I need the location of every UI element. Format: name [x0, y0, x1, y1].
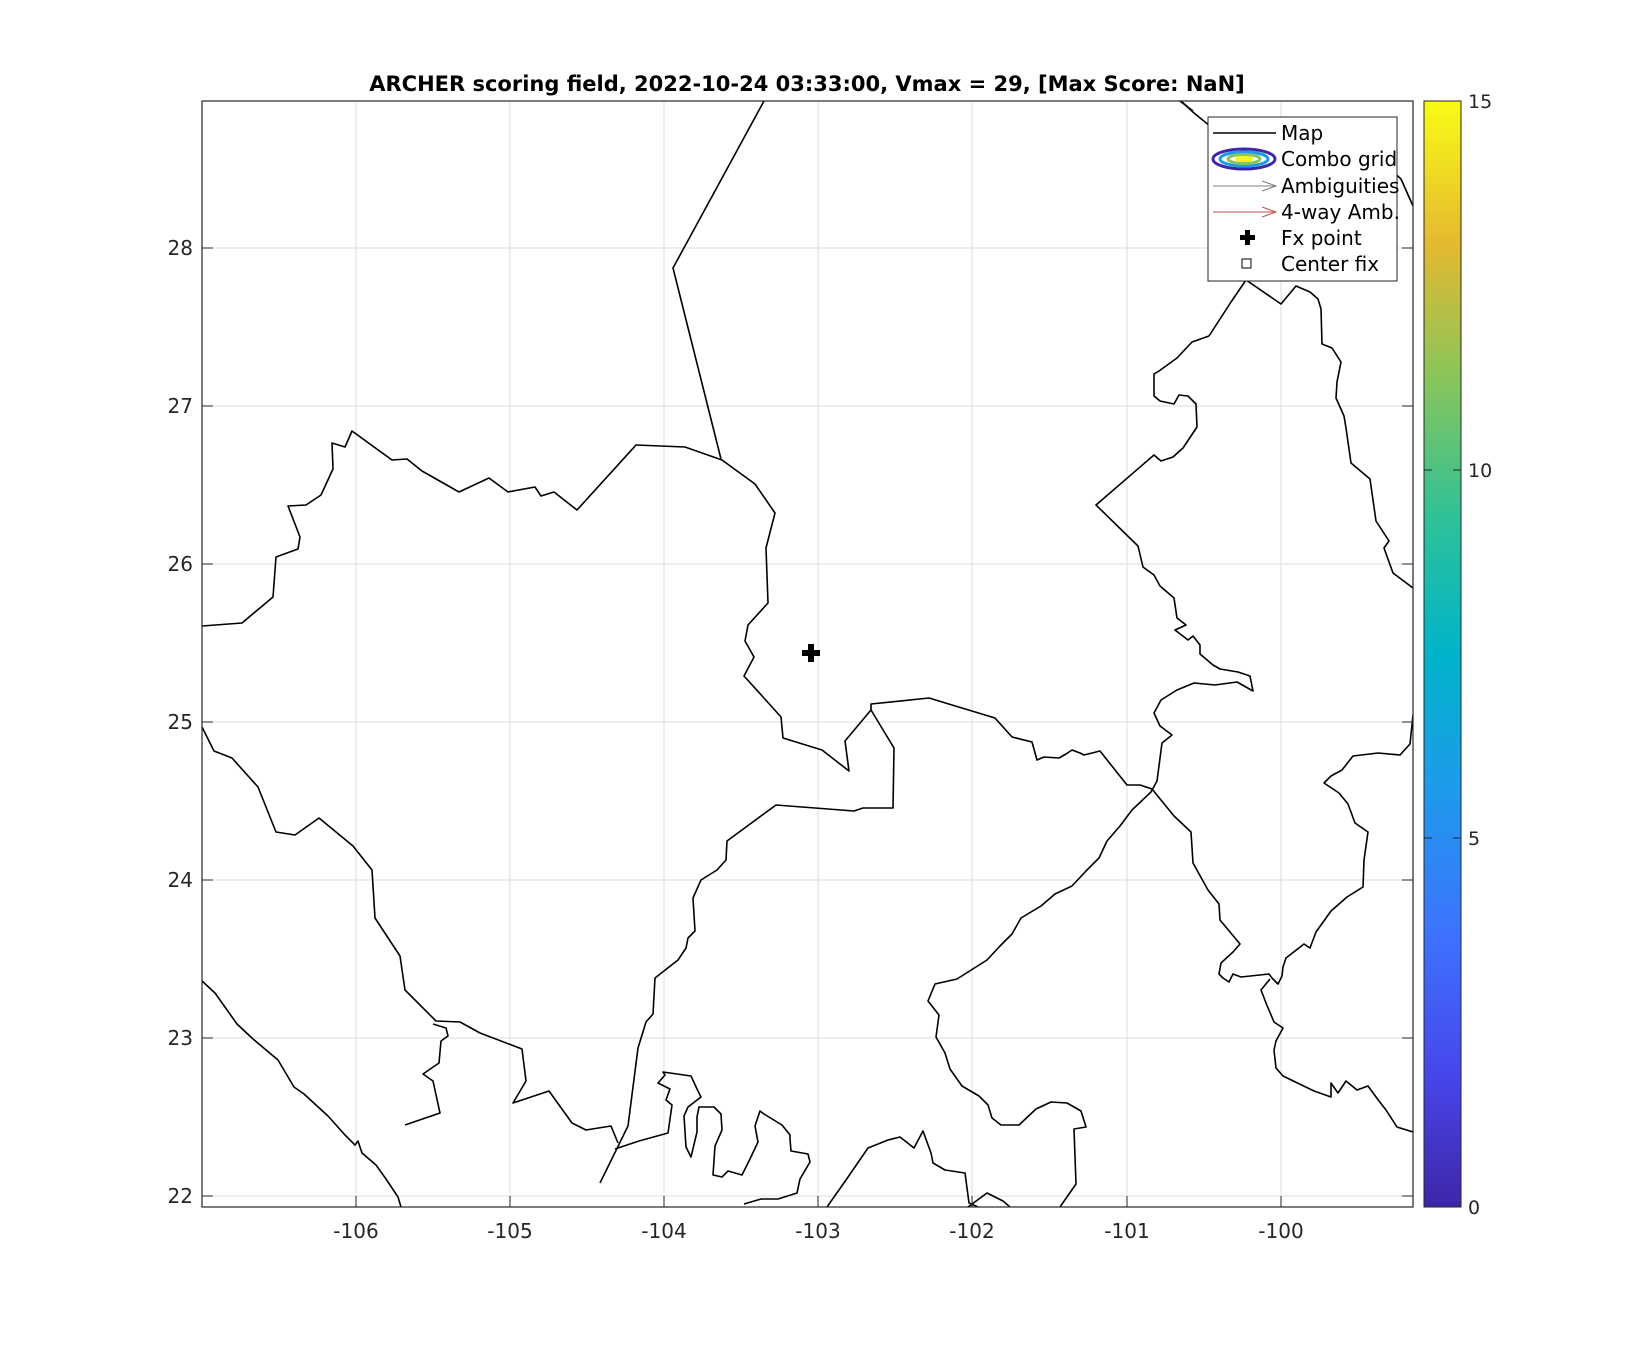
- legend-label-4way-amb: 4-way Amb.: [1281, 200, 1400, 224]
- grid-lines: [202, 101, 1413, 1207]
- colorbar-tick-label: 10: [1468, 460, 1492, 482]
- colorbar-gradient: [1423, 100, 1462, 1208]
- boundary-line: [202, 430, 872, 772]
- legend-label-fx-point: Fx point: [1281, 226, 1362, 250]
- x-tick-label: -106: [333, 1219, 378, 1243]
- x-tick-label: -105: [487, 1219, 532, 1243]
- red-arrow-icon: [1213, 206, 1278, 218]
- boundary-line: [1179, 101, 1194, 112]
- y-tick-label: 23: [168, 1026, 193, 1050]
- colorbar-tick-label: 15: [1468, 91, 1492, 113]
- legend: Map Combo grid Ambiguities 4-way Amb. Fx…: [1207, 116, 1400, 282]
- plus-marker-icon: [1240, 230, 1255, 245]
- x-tick-label: -100: [1258, 1219, 1303, 1243]
- x-axis: -106 -105 -104 -103 -102 -101 -100: [333, 1196, 1304, 1243]
- y-tick-label: 28: [168, 236, 193, 260]
- colorbar: 15 10 5 0: [1423, 91, 1492, 1219]
- contour-ellipse-icon: [1211, 147, 1277, 171]
- x-tick-label: -103: [795, 1219, 840, 1243]
- boundary-line: [967, 1192, 1011, 1207]
- y-tick-label: 25: [168, 710, 193, 734]
- boundary-line: [672, 101, 765, 460]
- boundary-line: [1260, 978, 1413, 1133]
- boundary-line: [927, 335, 1254, 1207]
- y-tick-label: 22: [168, 1184, 193, 1208]
- x-tick-label: -102: [949, 1219, 994, 1243]
- chart-title: ARCHER scoring field, 2022-10-24 03:33:0…: [369, 72, 1245, 96]
- boundary-line: [614, 1071, 811, 1205]
- y-tick-label: 26: [168, 552, 193, 576]
- legend-label-ambiguities: Ambiguities: [1281, 174, 1399, 198]
- x-tick-label: -104: [641, 1219, 686, 1243]
- y-tick-label: 27: [168, 394, 193, 418]
- boundary-line: [599, 697, 1413, 1184]
- legend-label-combo-grid: Combo grid: [1281, 147, 1397, 171]
- fx-point-marker: [802, 644, 820, 662]
- square-marker-icon: [1241, 258, 1252, 269]
- colorbar-tick-label: 0: [1468, 1197, 1480, 1219]
- colorbar-tick-label: 5: [1468, 828, 1480, 850]
- boundary-line: [826, 1130, 979, 1207]
- boundary-line: [202, 726, 619, 1144]
- x-tick-label: -101: [1104, 1219, 1149, 1243]
- boundary-line: [202, 980, 402, 1207]
- legend-label-center-fix: Center fix: [1281, 252, 1379, 276]
- legend-label-map: Map: [1281, 121, 1323, 145]
- y-axis: 28 27 26 25 24 23 22: [168, 236, 1413, 1208]
- legend-box: [1207, 116, 1398, 282]
- gray-arrow-icon: [1213, 180, 1278, 192]
- y-tick-label: 24: [168, 868, 193, 892]
- axes-frame: [201, 100, 1414, 1208]
- boundary-line: [1208, 279, 1413, 589]
- boundary-line: [404, 1023, 449, 1126]
